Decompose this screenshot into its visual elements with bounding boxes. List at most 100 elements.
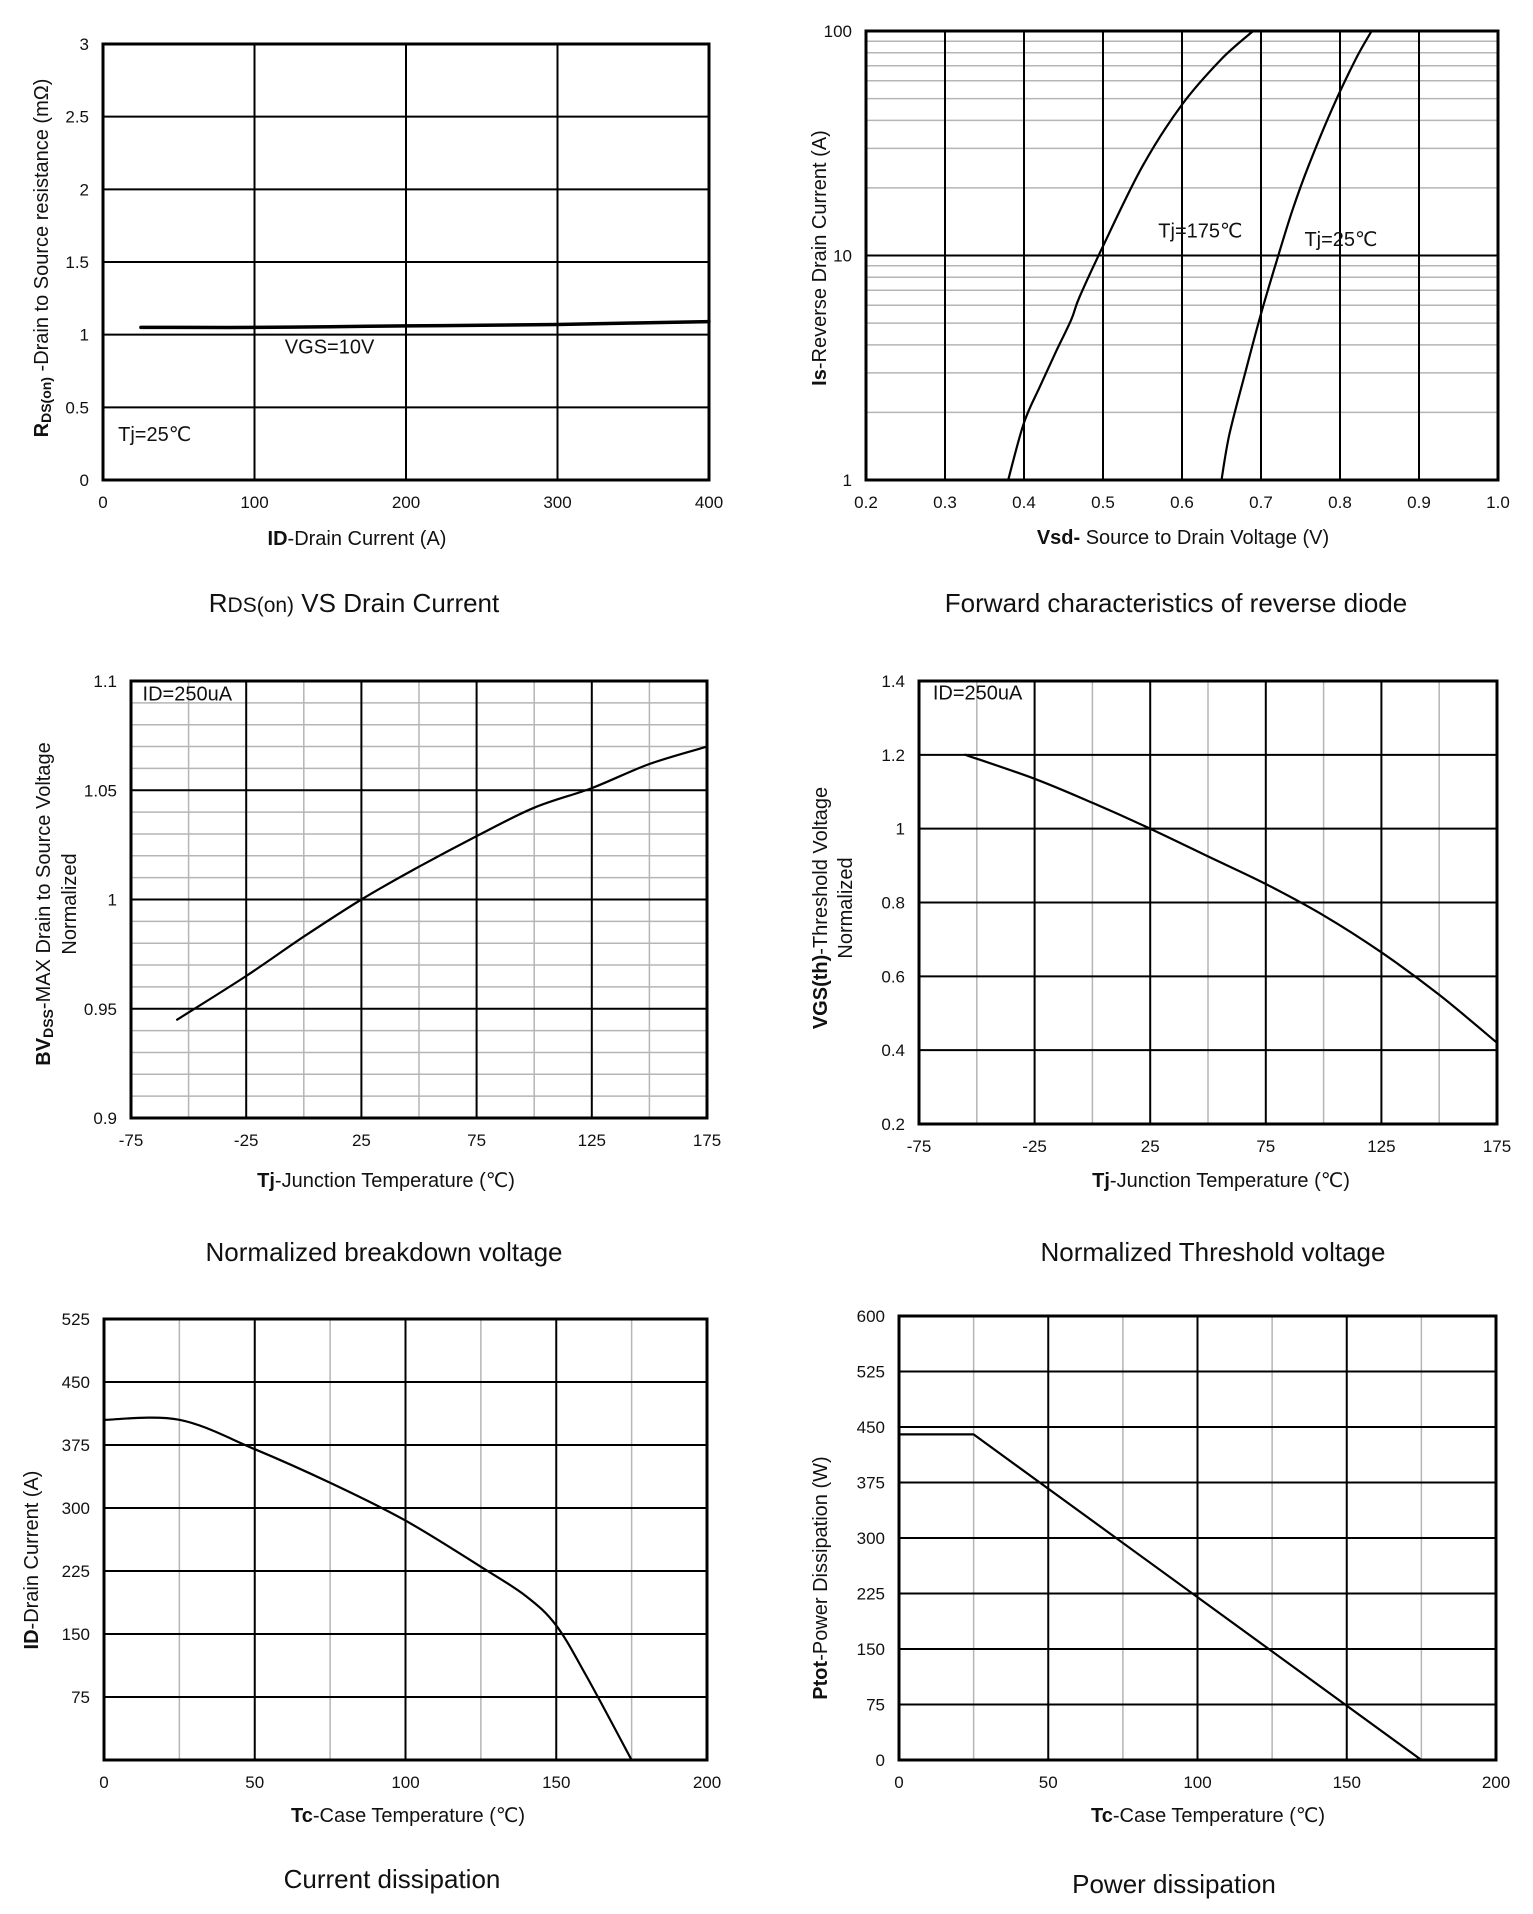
chart-diode-curves xyxy=(1007,29,1373,482)
chart-diode-ytick-label: 100 xyxy=(824,22,852,41)
chart-rds-title: RDS(on) VS Drain Current xyxy=(209,588,500,618)
chart-bvdss-ticks: -75 -25 25 75 125 175 0.9 0.95 1 1.05 1.1 xyxy=(84,672,721,1150)
chart-current-ytick-label: 225 xyxy=(62,1562,90,1581)
chart-power-frame xyxy=(897,1314,1498,1762)
chart-vth-xtick-label: 175 xyxy=(1483,1137,1511,1156)
chart-diode-ticks: 0.2 0.3 0.4 0.5 0.6 0.7 0.8 0.9 1.0 1 10 100 xyxy=(824,22,1510,512)
chart-bvdss-xtick-label: -75 xyxy=(119,1131,144,1150)
chart-diode-frame xyxy=(864,29,1500,482)
chart-power-ytick-label: 600 xyxy=(857,1307,885,1326)
chart-rds-ytick-label: 0.5 xyxy=(65,398,89,417)
chart-rds-xtick-label: 400 xyxy=(695,493,723,512)
chart-vth-curves xyxy=(964,753,1499,1044)
chart-power-ytick-label: 150 xyxy=(857,1640,885,1659)
chart-current-xtick-label: 100 xyxy=(391,1773,419,1792)
chart-vth-annotations: ID=250uA xyxy=(933,682,1023,704)
chart-vth-annotation-0: ID=250uA xyxy=(933,682,1023,704)
chart-power-xtick-label: 50 xyxy=(1039,1773,1058,1792)
chart-rds-grid xyxy=(102,43,710,481)
chart-vth-title[interactable]: Normalized Threshold voltage xyxy=(1041,1237,1386,1267)
chart-diode-annotations: Tj=175℃ Tj=25℃ xyxy=(1158,221,1377,251)
chart-power-title[interactable]: Power dissipation xyxy=(1072,1869,1276,1899)
chart-power-ytick-label: 450 xyxy=(857,1418,885,1437)
chart-diode-xtick-label: 0.5 xyxy=(1091,493,1115,512)
chart-rds-ytick-label: 2 xyxy=(80,180,89,199)
chart-bvdss-ytick-label: 0.9 xyxy=(93,1109,117,1128)
chart-power-curves xyxy=(897,1433,1423,1762)
chart-rds-xlabel: ID-Drain Current (A) xyxy=(268,528,447,550)
chart-current-xlabel: Tc-Case Temperature (℃) xyxy=(291,1805,525,1827)
chart-bvdss-ytick-label: 1 xyxy=(108,891,117,910)
chart-current-ytick-label: 375 xyxy=(62,1436,90,1455)
chart-current-ytick-label: 300 xyxy=(62,1499,90,1518)
chart-diode-xtick-label: 0.2 xyxy=(854,493,878,512)
chart-current-curves xyxy=(102,1416,633,1762)
chart-current: 0 50 100 150 200 75 150 225 300 375 450 525 Tc-Case… xyxy=(21,1310,721,1894)
chart-rds-annotation-1: Tj=25℃ xyxy=(118,424,191,446)
chart-diode-xtick-label: 0.4 xyxy=(1012,493,1036,512)
chart-power-ytick-label: 525 xyxy=(857,1363,885,1382)
chart-bvdss-annotations: ID=250uA xyxy=(143,684,233,706)
chart-bvdss-xtick-label: -25 xyxy=(234,1131,259,1150)
chart-vth-ytick-label: 0.6 xyxy=(881,967,905,986)
chart-bvdss-xtick-label: 25 xyxy=(352,1131,371,1150)
chart-power-xlabel: Tc-Case Temperature (℃) xyxy=(1091,1805,1325,1827)
chart-power-ylabel: Ptot-Power Dissipation (W) xyxy=(810,1456,832,1699)
chart-vth-xtick-label: 75 xyxy=(1256,1137,1275,1156)
chart-diode-ylabel: Is-Reverse Drain Current (A) xyxy=(809,130,831,386)
chart-vth-ytick-label: 1.2 xyxy=(881,746,905,765)
chart-rds-xtick-label: 0 xyxy=(98,493,107,512)
chart-bvdss-ylabel-2: Normalized xyxy=(59,853,81,954)
chart-power-ytick-label: 225 xyxy=(857,1585,885,1604)
chart-diode-xtick-label: 0.3 xyxy=(933,493,957,512)
chart-current-xtick-label: 50 xyxy=(245,1773,264,1792)
chart-bvdss-curves xyxy=(176,745,709,1021)
chart-bvdss-xtick-label: 75 xyxy=(467,1131,486,1150)
chart-current-ytick-label: 75 xyxy=(71,1688,90,1707)
chart-current-xtick-label: 150 xyxy=(542,1773,570,1792)
chart-current-ticks: 0 50 100 150 200 75 150 225 300 375 450 525 xyxy=(62,1310,722,1792)
chart-diode-series-1 xyxy=(1220,29,1373,482)
chart-vth-ytick-label: 0.2 xyxy=(881,1115,905,1134)
chart-diode-xtick-label: 0.7 xyxy=(1249,493,1273,512)
chart-vth-ylabel: VGS(th)-Threshold Voltage xyxy=(810,787,832,1029)
chart-diode: 0.2 0.3 0.4 0.5 0.6 0.7 0.8 0.9 1.0 1 10 100 Tj=175… xyxy=(809,22,1510,618)
chart-rds: 0 100 200 300 400 0 0.5 1 1.5 2 2.5 3 VGS=10V Tj=25℃… xyxy=(31,35,723,618)
chart-vth-ytick-label: 0.4 xyxy=(881,1041,905,1060)
chart-diode-annotation-1: Tj=25℃ xyxy=(1304,229,1377,251)
chart-bvdss-grid xyxy=(130,680,708,1119)
chart-vth-ytick-label: 1.4 xyxy=(881,672,905,691)
chart-vth-ticks: -75 -25 25 75 125 175 0.2 0.4 0.6 0.8 1 1.2 1.4 xyxy=(881,672,1511,1156)
chart-current-title[interactable]: Current dissipation xyxy=(284,1864,501,1894)
chart-bvdss-frame xyxy=(129,679,709,1120)
chart-bvdss-annotation-0: ID=250uA xyxy=(143,684,233,706)
chart-bvdss-ytick-label: 1.1 xyxy=(93,672,117,691)
chart-diode-series-0 xyxy=(1007,29,1255,482)
chart-diode-title[interactable]: Forward characteristics of reverse diode xyxy=(945,588,1407,618)
chart-rds-xtick-label: 200 xyxy=(392,493,420,512)
chart-power-ytick-label: 300 xyxy=(857,1529,885,1548)
chart-rds-ytick-label: 2.5 xyxy=(65,108,89,127)
chart-rds-ylabel: RDS(on) -Drain to Source resistance (mΩ) xyxy=(31,79,54,438)
chart-diode-ytick-label: 10 xyxy=(833,247,852,266)
chart-vth-grid xyxy=(918,680,1498,1125)
chart-rds-annotation-0: VGS=10V xyxy=(285,337,375,359)
chart-diode-grid xyxy=(865,30,1499,481)
chart-bvdss-title[interactable]: Normalized breakdown voltage xyxy=(206,1237,563,1267)
chart-diode-xtick-label: 0.6 xyxy=(1170,493,1194,512)
chart-vth-xlabel: Tj-Junction Temperature (℃) xyxy=(1092,1170,1350,1192)
chart-power-ytick-label: 0 xyxy=(876,1751,885,1770)
chart-power: 0 50 100 150 200 0 75 150 225 300 375 450 525 600 Tc-… xyxy=(810,1307,1510,1899)
chart-current-grid xyxy=(103,1318,708,1760)
chart-diode-xtick-label: 0.9 xyxy=(1407,493,1431,512)
chart-bvdss-series-0 xyxy=(176,745,709,1021)
chart-current-xtick-label: 200 xyxy=(693,1773,721,1792)
chart-diode-xtick-label: 0.8 xyxy=(1328,493,1352,512)
chart-power-xtick-label: 200 xyxy=(1482,1773,1510,1792)
chart-current-ylabel: ID-Drain Current (A) xyxy=(21,1471,43,1650)
chart-vth-xtick-label: -25 xyxy=(1022,1137,1047,1156)
chart-bvdss-ytick-label: 0.95 xyxy=(84,1000,117,1019)
chart-diode-annotation-0: Tj=175℃ xyxy=(1158,221,1242,243)
chart-current-series-0 xyxy=(102,1416,633,1762)
